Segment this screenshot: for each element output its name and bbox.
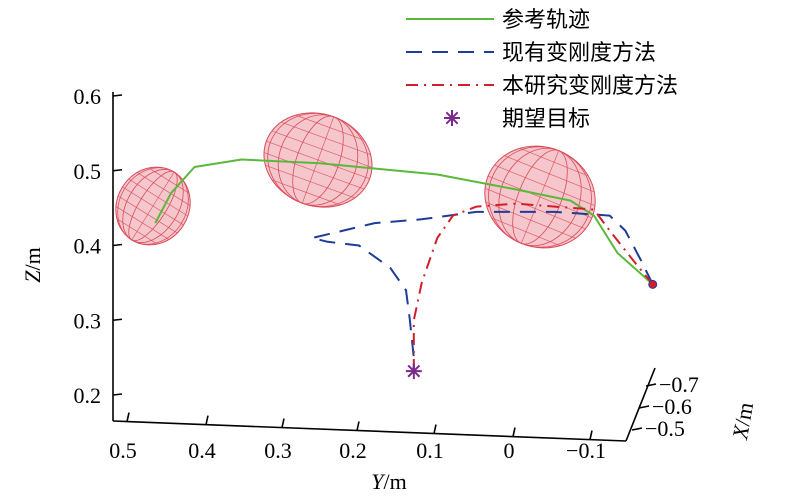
stiffness-ellipsoid <box>115 166 191 246</box>
y-tick-label: 0.3 <box>264 438 292 463</box>
y-tick-label: 0.5 <box>109 438 137 463</box>
y-tick-label: 0.1 <box>416 438 444 463</box>
y-tick-mark <box>433 424 437 434</box>
x-axis-label: X/m <box>727 400 758 441</box>
stiffness-ellipsoid <box>484 145 596 249</box>
z-tick-mark <box>112 318 123 322</box>
x-tick-mark <box>631 427 643 431</box>
z-tick-label: 0.3 <box>74 308 102 333</box>
ellipsoid-layer <box>115 112 596 249</box>
series-line-1 <box>154 158 654 286</box>
z-tick-mark <box>112 94 123 97</box>
legend-label: 参考轨迹 <box>502 7 590 32</box>
y-tick-mark <box>281 418 285 428</box>
x-tick-mark <box>638 405 650 409</box>
start-point <box>648 279 658 289</box>
y-tick-mark <box>205 415 209 425</box>
y-tick-mark <box>512 427 516 437</box>
x-tick-label: −0.7 <box>659 372 699 397</box>
y-tick-label: 0.4 <box>188 438 216 463</box>
z-tick-label: 0.6 <box>74 84 102 109</box>
z-axis-label: Z/m <box>20 247 45 282</box>
series-line-2 <box>311 210 654 372</box>
legend-label: 期望目标 <box>502 106 590 131</box>
y-tick-label: 0 <box>504 438 515 463</box>
x-tick-label: −0.6 <box>652 394 692 419</box>
legend-label: 现有变刚度方法 <box>502 40 656 65</box>
x-axis-line <box>625 367 656 442</box>
z-tick-mark <box>112 393 123 396</box>
y-tick-mark <box>356 421 360 431</box>
series-line-3 <box>412 202 654 369</box>
stiffness-ellipsoid <box>263 112 373 208</box>
goal-marker <box>405 363 422 380</box>
y-tick-label: 0.2 <box>339 438 367 463</box>
y-tick-mark <box>126 412 130 422</box>
legend-marker-swatch <box>444 110 460 126</box>
z-tick-label: 0.2 <box>74 383 102 408</box>
z-tick-label: 0.4 <box>74 234 102 259</box>
x-tick-label: −0.5 <box>645 416 685 441</box>
z-tick-mark <box>112 243 123 247</box>
y-axis-label: Y/m <box>371 469 406 494</box>
y-tick-mark <box>589 430 593 440</box>
series-layer <box>154 158 658 380</box>
y-axis-line <box>112 420 627 442</box>
y-tick-label: −0.1 <box>566 438 606 463</box>
x-tick-mark <box>645 383 657 387</box>
axis-layer: 0.2 0.3 0.4 0.5 0.6 Z/m 0.5 0.4 0.3 0.2 0.1 0 −0.1 Y/… <box>20 84 758 494</box>
z-tick-mark <box>112 168 123 172</box>
legend-label: 本研究变刚度方法 <box>502 73 678 98</box>
z-tick-label: 0.5 <box>74 159 102 184</box>
